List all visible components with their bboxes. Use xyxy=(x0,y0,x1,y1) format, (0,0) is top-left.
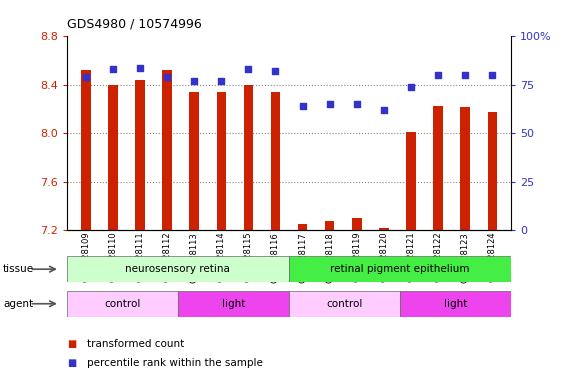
Point xyxy=(487,72,497,78)
Bar xyxy=(189,92,199,230)
Bar xyxy=(352,218,361,230)
Point xyxy=(189,78,199,84)
Point xyxy=(298,103,307,109)
Bar xyxy=(400,291,511,317)
Text: control: control xyxy=(327,299,363,309)
Text: agent: agent xyxy=(3,299,33,309)
Bar xyxy=(325,221,335,230)
Bar xyxy=(135,80,145,230)
Point xyxy=(352,101,361,108)
Bar xyxy=(379,228,389,230)
Point xyxy=(81,74,91,80)
Bar xyxy=(67,256,289,282)
Text: control: control xyxy=(104,299,141,309)
Point xyxy=(108,66,117,73)
Text: light: light xyxy=(222,299,245,309)
Bar xyxy=(217,92,226,230)
Text: ■: ■ xyxy=(67,339,76,349)
Bar xyxy=(178,291,289,317)
Bar xyxy=(487,112,497,230)
Point xyxy=(379,107,389,113)
Point xyxy=(244,66,253,73)
Bar xyxy=(108,85,117,230)
Bar xyxy=(271,92,280,230)
Text: transformed count: transformed count xyxy=(87,339,184,349)
Text: GDS4980 / 10574996: GDS4980 / 10574996 xyxy=(67,17,202,30)
Bar xyxy=(289,291,400,317)
Bar xyxy=(67,291,178,317)
Text: neurosensory retina: neurosensory retina xyxy=(125,264,231,274)
Bar xyxy=(461,107,470,230)
Point xyxy=(461,72,470,78)
Point xyxy=(271,68,280,74)
Bar xyxy=(289,256,511,282)
Point xyxy=(163,74,172,80)
Bar xyxy=(298,224,307,230)
Point xyxy=(433,72,443,78)
Text: light: light xyxy=(444,299,467,309)
Point xyxy=(135,65,145,71)
Text: tissue: tissue xyxy=(3,264,34,274)
Point xyxy=(406,84,415,90)
Text: percentile rank within the sample: percentile rank within the sample xyxy=(87,358,263,368)
Bar xyxy=(243,85,253,230)
Point xyxy=(325,101,334,108)
Bar xyxy=(162,70,172,230)
Bar xyxy=(433,106,443,230)
Text: ■: ■ xyxy=(67,358,76,368)
Bar xyxy=(81,70,91,230)
Text: retinal pigment epithelium: retinal pigment epithelium xyxy=(331,264,470,274)
Point xyxy=(217,78,226,84)
Bar xyxy=(406,132,416,230)
